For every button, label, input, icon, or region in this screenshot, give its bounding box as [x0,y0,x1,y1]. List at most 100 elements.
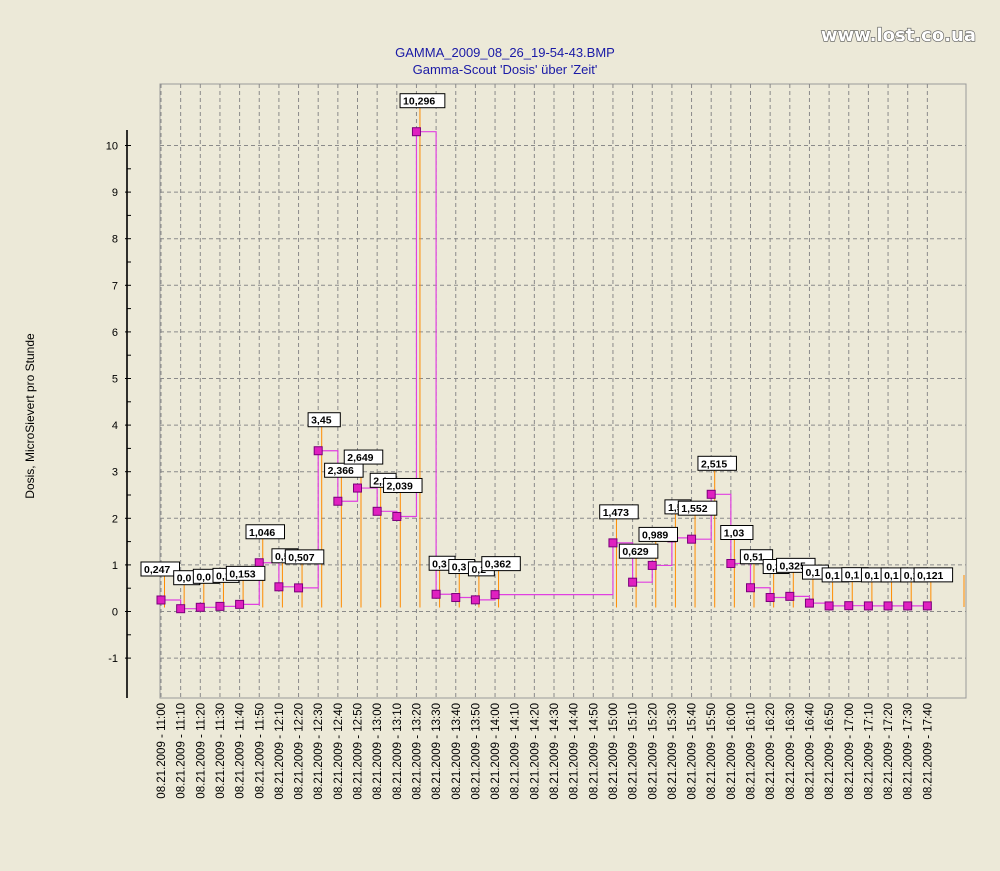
x-tick-label: 08.21.2009 - 15:00 [608,703,620,800]
data-marker [628,577,638,587]
x-tick-label: 08.21.2009 - 14:00 [490,703,502,800]
data-label-box [245,524,285,540]
data-marker [706,489,716,499]
y-tick-label: 10 [106,141,118,153]
x-tick-label: 08.21.2009 - 17:20 [883,703,895,800]
x-tick-label: 08.21.2009 - 15:30 [667,703,679,800]
x-tick-label: 08.21.2009 - 12:30 [313,703,325,800]
x-tick-label: 08.21.2009 - 14:50 [588,703,600,800]
data-marker [726,559,736,569]
y-tick-label: 1 [112,560,118,572]
y-tick-label: 8 [112,234,118,246]
data-label: 0,0 [196,571,211,583]
data-label: 3,45 [311,415,332,427]
data-marker [392,511,402,521]
data-marker [785,591,795,601]
data-label-box [481,556,521,572]
x-tick-label: 08.21.2009 - 14:30 [549,703,561,800]
y-axis: -1 0 1 2 3 4 5 6 7 8 9 10 [106,130,131,698]
data-marker [490,590,500,600]
y-tick-label: 7 [112,280,118,292]
data-label: 2,366 [328,465,354,477]
x-tick-label: 08.21.2009 - 17:40 [922,703,934,800]
x-tick-label: 08.21.2009 - 12:40 [333,703,345,800]
x-tick-label: 08.21.2009 - 14:40 [569,703,581,800]
data-label-box [638,526,678,542]
data-marker [647,560,657,570]
x-tick-label: 08.21.2009 - 15:50 [706,703,718,800]
x-tick-label: 08.21.2009 - 13:50 [470,703,482,800]
x-tick-label: 08.21.2009 - 11:50 [254,703,266,799]
y-tick-label: 9 [112,187,118,199]
x-tick-label: 08.21.2009 - 11:10 [176,703,188,799]
data-label: 0,325 [780,560,806,572]
x-tick-label: 08.21.2009 - 15:10 [628,703,640,800]
data-marker [254,558,264,568]
y-tick-label: 3 [112,467,118,479]
data-label: 0,153 [229,568,255,580]
data-marker [903,601,913,611]
data-label: 2,649 [347,452,373,464]
x-tick-label: 08.21.2009 - 13:00 [372,703,384,800]
data-label-box [913,567,954,583]
data-label: 0,0 [177,573,192,585]
data-label-box [383,477,423,493]
data-label: 0,3 [452,562,467,574]
chart-title: GAMMA_2009_08_26_19-54-43.BMP [395,45,615,60]
data-label-box [140,561,180,577]
x-tick-label: 08.21.2009 - 12:20 [294,703,306,800]
watermark: www.lost.co.ua [821,25,976,46]
data-marker [922,601,932,611]
data-label-box [225,565,266,581]
data-label: 0,51 [743,552,764,564]
data-label: 0,1 [825,570,840,582]
data-label: 0,3 [432,558,447,570]
data-label: 0,362 [485,559,511,571]
data-marker [294,583,304,593]
x-tick-label: 08.21.2009 - 16:50 [824,703,836,800]
data-marker [215,601,225,611]
x-tick-label: 08.21.2009 - 16:20 [765,703,777,800]
x-tick-label: 08.21.2009 - 14:10 [510,703,522,800]
x-tick-label: 08.21.2009 - 16:30 [785,703,797,800]
y-tick-label: 0 [112,607,118,619]
x-tick-label: 08.21.2009 - 16:40 [804,703,816,800]
data-label-box [599,504,639,520]
y-tick-label: 4 [112,420,118,432]
x-tick-label: 08.21.2009 - 15:20 [647,703,659,800]
x-tick-label: 08.21.2009 - 16:00 [726,703,738,800]
data-marker [195,602,205,612]
data-marker [333,496,343,506]
data-label: 2,039 [387,480,413,492]
data-marker [746,583,755,593]
x-tick-label: 08.21.2009 - 17:00 [844,703,856,800]
data-marker [883,601,893,611]
chart-subtitle: Gamma-Scout 'Dosis' über 'Zeit' [413,62,598,77]
data-label-box [677,500,718,516]
x-tick-label: 08.21.2009 - 13:10 [392,703,404,800]
data-marker [353,483,362,493]
data-marker [372,506,382,516]
x-tick-label: 08.21.2009 - 17:10 [863,703,875,800]
plot-area [159,83,967,699]
data-marker [451,593,461,603]
data-marker [470,595,480,605]
data-label-box [343,449,384,465]
x-tick-label: 08.21.2009 - 13:20 [411,703,423,800]
data-label: 1,552 [681,503,707,515]
y-tick-label: -1 [108,653,118,665]
y-axis-title: Dosis, MicroSievert pro Stunde [23,333,37,499]
data-label: 0,989 [642,529,668,541]
data-label: 1,473 [603,507,629,519]
data-label: 0,247 [144,564,170,576]
data-marker [313,446,323,456]
data-marker [608,538,618,548]
data-label: 0,121 [917,570,943,582]
x-tick-label: 08.21.2009 - 13:40 [451,703,463,800]
data-label: 10,296 [403,96,435,108]
data-label: 1,03 [724,528,745,540]
data-marker [863,601,873,611]
